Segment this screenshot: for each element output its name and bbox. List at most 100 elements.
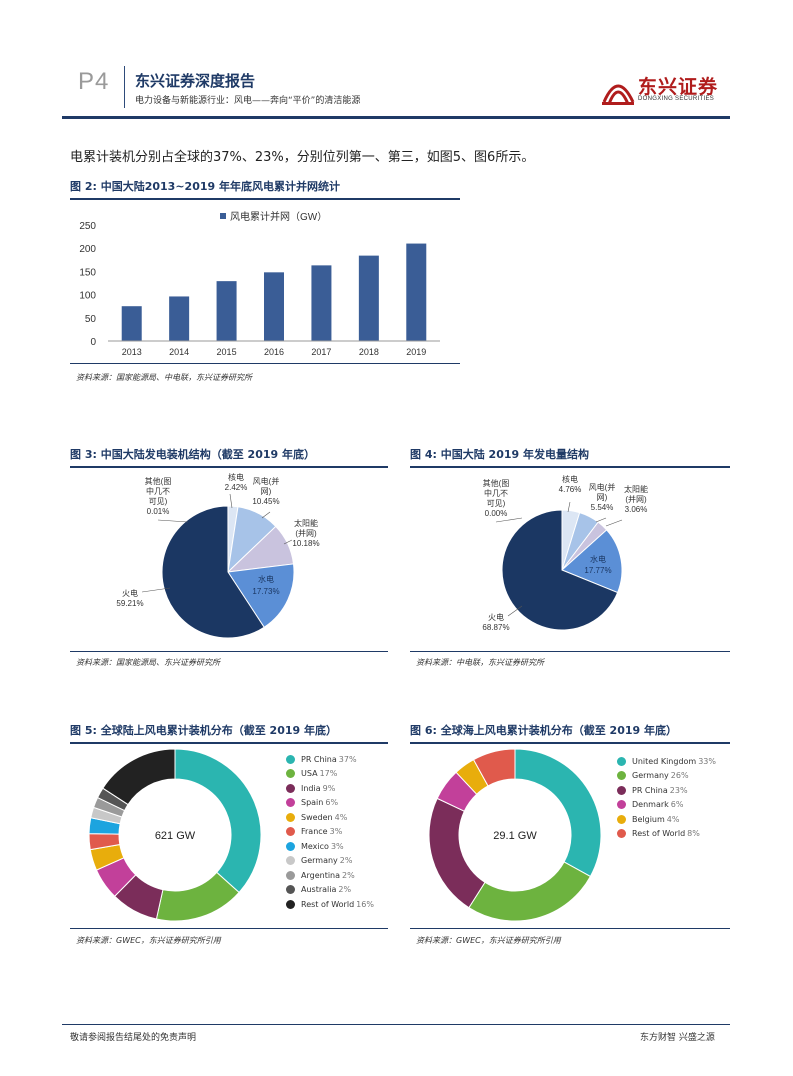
slice-PR China <box>428 797 486 909</box>
legend-pct: 23% <box>669 785 688 795</box>
legend-name: Spain <box>301 798 324 808</box>
legend-pct: 4% <box>334 812 348 822</box>
label-hydro: 水电 <box>258 574 274 584</box>
legend-dot <box>286 798 295 808</box>
figure-2-title: 图 2: 中国大陆2013~2019 年年底风电累计并网统计 <box>70 180 340 193</box>
legend-name: Sweden <box>301 812 333 822</box>
slice-Germany <box>468 861 592 922</box>
legend-name: Australia <box>301 885 337 895</box>
leader-line <box>157 519 189 523</box>
leader-line <box>495 517 523 523</box>
legend-item: Denmark 6% <box>617 798 716 813</box>
figure-3-title: 图 3: 中国大陆发电装机结构（截至 2019 年底） <box>70 448 315 461</box>
legend-item: United Kingdom 33% <box>617 754 716 769</box>
legend-pct: 17% <box>319 769 338 779</box>
donut-center-total: 29.1 GW <box>493 830 537 842</box>
legend-name: USA <box>301 769 318 779</box>
legend-dot <box>286 783 295 793</box>
figure-5-title: 图 5: 全球陆上风电累计装机分布（截至 2019 年底） <box>70 724 337 737</box>
legend-pct: 6% <box>670 800 684 810</box>
legend-dot <box>286 841 295 851</box>
figure-2-bottom-rule <box>70 363 460 364</box>
legend-name: PR China <box>301 754 337 764</box>
legend-item: Germany 26% <box>617 769 716 784</box>
leader-line <box>229 493 233 509</box>
slice-Rest of World <box>472 748 516 787</box>
legend-dot <box>286 754 295 764</box>
legend-name: Belgium <box>632 814 665 824</box>
slice-水电 <box>561 529 623 594</box>
bar-2014 <box>169 296 190 341</box>
bar-2017 <box>311 265 332 341</box>
figure-6-bottom-rule <box>410 928 730 929</box>
legend-dot <box>286 899 295 909</box>
figure-4-pie-chart: 其他(图中几不可见) 0.00% 核电 4.76% 风电(并网) 5.54% 太阳能(并网)… <box>482 474 648 632</box>
x-tick-label: 2013 <box>122 347 142 357</box>
figure-3-source: 资料来源：国家能源局、东兴证券研究所 <box>76 658 220 667</box>
report-subtitle: 电力设备与新能源行业：风电——奔向“平价”的清洁能源 <box>135 96 361 106</box>
legend-dot <box>617 829 626 839</box>
bar-2015 <box>216 281 237 341</box>
leader-line <box>141 587 171 593</box>
legend-pct: 37% <box>338 754 357 764</box>
bar-2019 <box>406 243 427 341</box>
figure-2-bar-chart: 风电累计并网（GW） 0 50 100 150 200 250 2013 2014 2015 201… <box>79 210 440 357</box>
legend-dot <box>286 827 295 837</box>
legend-item: India 9% <box>286 781 374 796</box>
legend-pct: 3% <box>329 827 343 837</box>
x-tick-label: 2017 <box>311 347 331 357</box>
legend-pct: 16% <box>356 899 374 909</box>
figure-3-bottom-rule <box>70 651 388 652</box>
legend-pct: 6% <box>325 798 339 808</box>
legend-label: 风电累计并网（GW） <box>230 210 327 223</box>
legend-name: India <box>301 783 321 793</box>
figure-3: 图 3: 中国大陆发电装机结构（截至 2019 年底） <box>70 446 388 468</box>
x-tick-label: 2015 <box>217 347 237 357</box>
figure-4-top-rule <box>410 466 730 468</box>
x-tick-label: 2019 <box>406 347 426 357</box>
footer-rule <box>62 1024 730 1025</box>
legend-item: PR China 37% <box>286 752 374 767</box>
page-number: P4 <box>78 68 110 95</box>
label-wind: 风电(并网) 10.45% <box>252 476 279 506</box>
legend-dot <box>617 814 626 824</box>
leader-line <box>283 539 293 545</box>
legend-dot <box>617 785 626 795</box>
legend-item: Germany 2% <box>286 854 374 869</box>
y-tick-label: 100 <box>79 291 96 302</box>
label-solar: 太阳能(并网) 3.06% <box>624 484 648 514</box>
y-tick-label: 150 <box>79 267 96 278</box>
legend-item: Spain 6% <box>286 796 374 811</box>
figure-5-top-rule <box>70 742 388 744</box>
legend-dot <box>286 870 295 880</box>
bar-2016 <box>264 272 284 341</box>
header-rule <box>62 116 730 119</box>
leader-line <box>507 605 523 617</box>
figure-6-title: 图 6: 全球海上风电累计装机分布（截至 2019 年底） <box>410 724 677 737</box>
legend-name: United Kingdom <box>632 756 697 766</box>
legend-dot <box>286 769 295 779</box>
figure-4-source: 资料来源：中电联，东兴证券研究所 <box>416 658 544 667</box>
slice-Rest of World <box>102 748 176 806</box>
legend-item: Rest of World 8% <box>617 827 716 842</box>
slice-火电 <box>501 509 619 631</box>
slice-火电 <box>161 505 265 639</box>
label-thermal: 火电 59.21% <box>116 588 143 608</box>
header-divider <box>124 66 125 108</box>
legend-name: Argentina <box>301 870 341 880</box>
legend-pct: 26% <box>670 771 689 781</box>
label-other: 其他(图中几不可见) 0.01% <box>145 476 172 516</box>
figure-2: 图 2: 中国大陆2013~2019 年年底风电累计并网统计 <box>70 178 460 200</box>
figure-3-pie-chart: 其他(图中几不可见) 0.01% 核电 2.42%风电(并网) 10.45% 太阳能(并网… <box>116 472 320 639</box>
label-hydro-pct: 17.73% <box>252 587 279 596</box>
legend-pct: 33% <box>698 756 716 766</box>
figure-4-bottom-rule <box>410 651 730 652</box>
legend-pct: 9% <box>322 783 336 793</box>
legend-pct: 3% <box>330 841 344 851</box>
y-tick-label: 250 <box>79 221 96 232</box>
legend-dot <box>617 771 626 781</box>
legend-name: Germany <box>301 856 338 866</box>
legend-name: Rest of World <box>301 899 355 909</box>
legend-name: Denmark <box>632 800 669 810</box>
figure-6-source: 资料来源：GWEC，东兴证券研究所引用 <box>416 936 561 945</box>
